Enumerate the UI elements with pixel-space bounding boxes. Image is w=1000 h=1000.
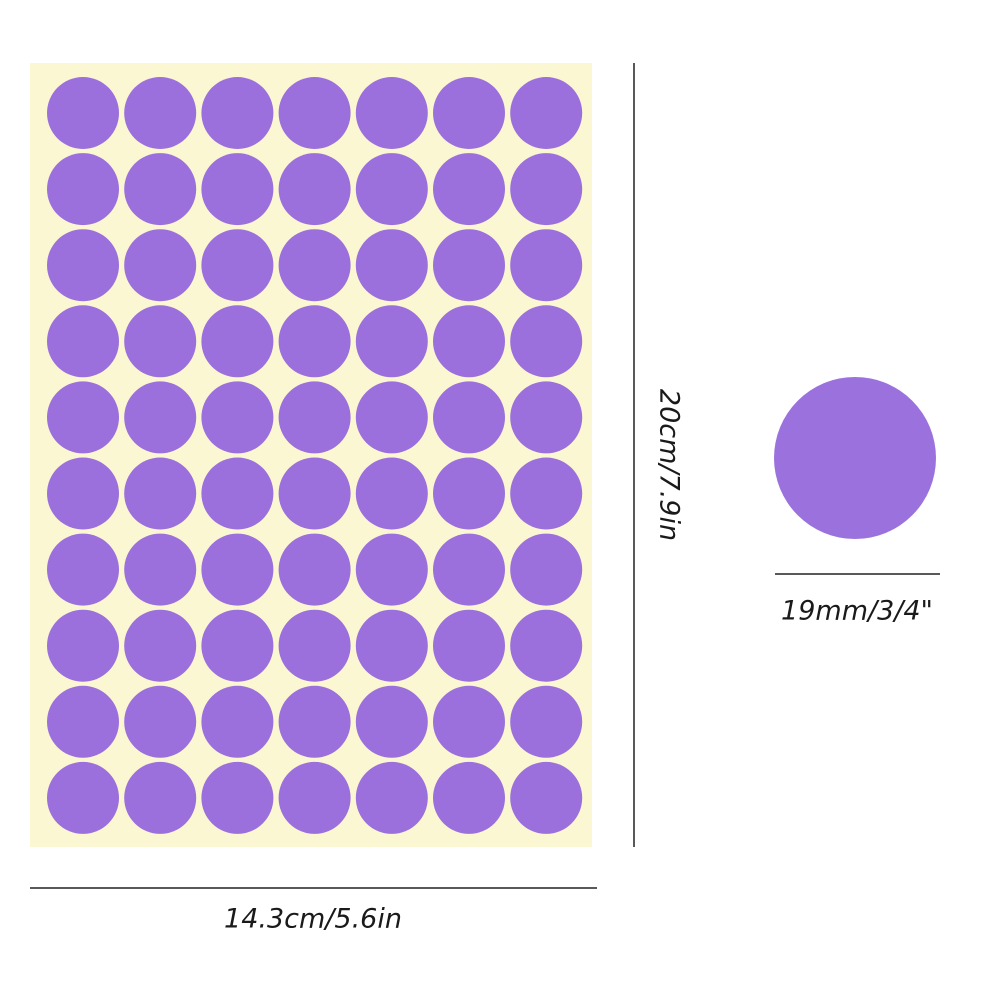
sticker-dot [124, 381, 197, 454]
sticker-dot [510, 305, 583, 378]
sticker-dot [510, 229, 583, 302]
sticker-dot [433, 761, 505, 834]
sticker-dot [47, 609, 119, 682]
sticker-dot [355, 153, 428, 226]
sticker-dot [510, 457, 583, 530]
sticker-dot [433, 685, 505, 758]
sticker-dot [201, 609, 274, 682]
sticker-dot [278, 609, 351, 682]
sticker-dot [355, 305, 428, 378]
sticker-dot [47, 77, 119, 149]
sticker-dot [201, 457, 274, 530]
sticker-dot [355, 77, 428, 149]
sticker-dot [278, 457, 351, 530]
sticker-dot [278, 77, 351, 149]
sticker-dot [355, 229, 428, 302]
sticker-dot [201, 381, 274, 454]
sticker-dot [47, 533, 119, 606]
sticker-dot [510, 77, 583, 149]
sticker-dot [47, 761, 119, 834]
sticker-dot [355, 533, 428, 606]
sticker-dot [201, 305, 274, 378]
dot-grid [47, 77, 583, 834]
single-dot [774, 377, 936, 539]
sticker-dot [201, 761, 274, 834]
sticker-dot [124, 761, 197, 834]
sticker-dot [124, 77, 197, 149]
height-label: 20cm/7.9in [654, 389, 685, 541]
sticker-dot [124, 153, 197, 226]
sticker-dot [510, 609, 583, 682]
sticker-dot [124, 533, 197, 606]
sticker-dot [510, 533, 583, 606]
sticker-dot [124, 457, 197, 530]
sticker-dot [124, 685, 197, 758]
sticker-dot [433, 457, 505, 530]
sticker-dot [201, 229, 274, 302]
sticker-dot [278, 533, 351, 606]
sticker-dot [201, 533, 274, 606]
sticker-dot [433, 77, 505, 149]
sticker-dot [47, 305, 119, 378]
sticker-dot [201, 77, 274, 149]
dot-size-label: 19mm/3/4" [781, 596, 933, 627]
sticker-dot [124, 305, 197, 378]
sticker-dot [278, 305, 351, 378]
sticker-dot [47, 685, 119, 758]
sticker-dot [201, 153, 274, 226]
sticker-dot [510, 381, 583, 454]
sticker-dot [278, 381, 351, 454]
sticker-dot [278, 685, 351, 758]
sticker-dot [278, 761, 351, 834]
sticker-dot [355, 761, 428, 834]
sticker-dot [47, 457, 119, 530]
sticker-dot [433, 609, 505, 682]
sticker-dot [355, 381, 428, 454]
sticker-dot [433, 381, 505, 454]
sticker-dot [355, 457, 428, 530]
sticker-dot [355, 685, 428, 758]
sticker-dot [433, 229, 505, 302]
sticker-dot [433, 533, 505, 606]
sticker-dot [201, 685, 274, 758]
width-label: 14.3cm/5.6in [224, 904, 402, 935]
sticker-dot [47, 229, 119, 302]
sticker-dot [278, 229, 351, 302]
sticker-dot [355, 609, 428, 682]
sticker-dot [47, 153, 119, 226]
sticker-dot [433, 153, 505, 226]
sticker-dot [510, 685, 583, 758]
sticker-dot [124, 229, 197, 302]
sticker-dot [510, 761, 583, 834]
sticker-dot [47, 381, 119, 454]
sticker-dot [510, 153, 583, 226]
sticker-dot [124, 609, 197, 682]
sticker-dot [278, 153, 351, 226]
sticker-dot [433, 305, 505, 378]
